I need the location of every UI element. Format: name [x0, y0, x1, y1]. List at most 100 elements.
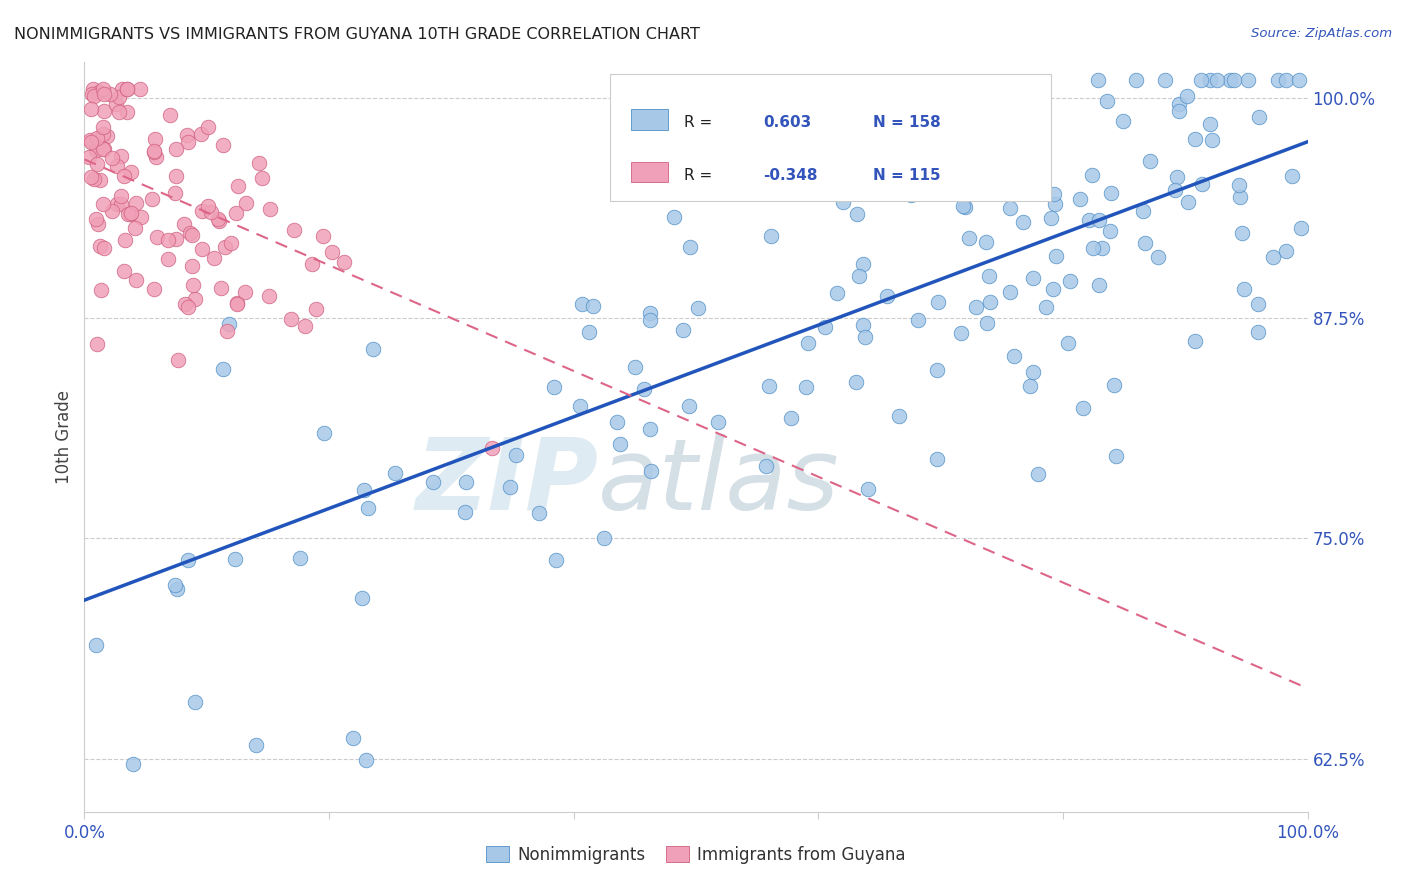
Point — [780, 410, 803, 425]
Point — [247, 155, 270, 169]
Point — [1112, 114, 1135, 128]
Point — [180, 227, 202, 242]
Point — [969, 152, 991, 166]
Point — [105, 159, 128, 173]
Point — [91, 120, 114, 135]
Point — [1078, 213, 1101, 227]
Point — [1227, 178, 1250, 192]
Point — [678, 399, 700, 413]
Point — [846, 206, 869, 220]
Point — [662, 210, 685, 224]
Point — [352, 591, 374, 605]
Point — [1012, 215, 1035, 229]
Point — [976, 316, 998, 330]
Point — [672, 323, 695, 337]
Point — [314, 426, 336, 441]
Point — [115, 105, 138, 120]
Point — [1095, 95, 1118, 109]
Point — [593, 531, 616, 545]
Point — [86, 157, 108, 171]
Point — [357, 500, 380, 515]
Point — [142, 282, 165, 296]
Point — [89, 85, 111, 99]
Point — [91, 197, 114, 211]
Point — [1042, 281, 1064, 295]
Point — [679, 240, 702, 254]
Point — [117, 207, 139, 221]
Point — [965, 300, 987, 314]
Point — [571, 296, 593, 310]
Point — [962, 118, 984, 132]
Point — [181, 259, 204, 273]
Point — [159, 108, 181, 122]
Point — [80, 169, 103, 184]
Point — [212, 362, 235, 376]
Point — [1177, 195, 1199, 210]
Point — [86, 336, 108, 351]
Point — [177, 300, 200, 314]
Point — [832, 195, 855, 210]
Point — [87, 217, 110, 231]
Point — [93, 104, 115, 119]
Point — [181, 277, 204, 292]
Point — [887, 154, 910, 169]
Point — [1022, 271, 1045, 285]
Point — [856, 483, 879, 497]
Point — [79, 133, 101, 147]
Point — [569, 399, 592, 413]
Point — [638, 312, 661, 326]
Point — [214, 239, 236, 253]
Point — [1199, 73, 1222, 87]
Point — [77, 150, 100, 164]
Point — [110, 149, 132, 163]
Point — [1087, 212, 1109, 227]
Point — [209, 281, 232, 295]
Point — [797, 335, 820, 350]
Point — [120, 207, 142, 221]
Point — [100, 151, 122, 165]
Point — [120, 206, 142, 220]
Point — [907, 313, 929, 327]
Legend: Nonimmigrants, Immigrants from Guyana: Nonimmigrants, Immigrants from Guyana — [479, 839, 912, 871]
Point — [218, 317, 240, 331]
Point — [794, 380, 817, 394]
Point — [952, 199, 974, 213]
Point — [1167, 97, 1189, 112]
Point — [226, 297, 249, 311]
Point — [1057, 335, 1080, 350]
Point — [165, 142, 187, 156]
Point — [527, 506, 550, 520]
Point — [848, 268, 870, 283]
Point — [1035, 300, 1057, 314]
Point — [141, 193, 163, 207]
Point — [86, 212, 108, 227]
Point — [332, 254, 354, 268]
Point — [120, 165, 142, 179]
Point — [814, 320, 837, 334]
Point — [80, 102, 103, 116]
Point — [955, 200, 977, 214]
Text: R =: R = — [683, 169, 717, 183]
Point — [977, 180, 1000, 194]
Point — [226, 179, 249, 194]
Point — [505, 448, 527, 462]
Text: Source: ZipAtlas.com: Source: ZipAtlas.com — [1251, 27, 1392, 40]
Point — [184, 695, 207, 709]
Point — [1153, 73, 1175, 87]
Point — [197, 120, 219, 135]
Point — [633, 382, 655, 396]
Point — [1087, 73, 1109, 87]
Point — [1083, 241, 1105, 255]
Point — [896, 86, 918, 100]
Point — [582, 300, 605, 314]
Point — [250, 170, 273, 185]
Point — [353, 483, 375, 497]
Point — [927, 295, 949, 310]
Point — [1189, 73, 1212, 87]
Point — [759, 229, 782, 244]
Text: N = 158: N = 158 — [873, 115, 941, 130]
Point — [143, 144, 166, 158]
Point — [688, 301, 710, 315]
Point — [1177, 89, 1199, 103]
Text: atlas: atlas — [598, 434, 839, 531]
